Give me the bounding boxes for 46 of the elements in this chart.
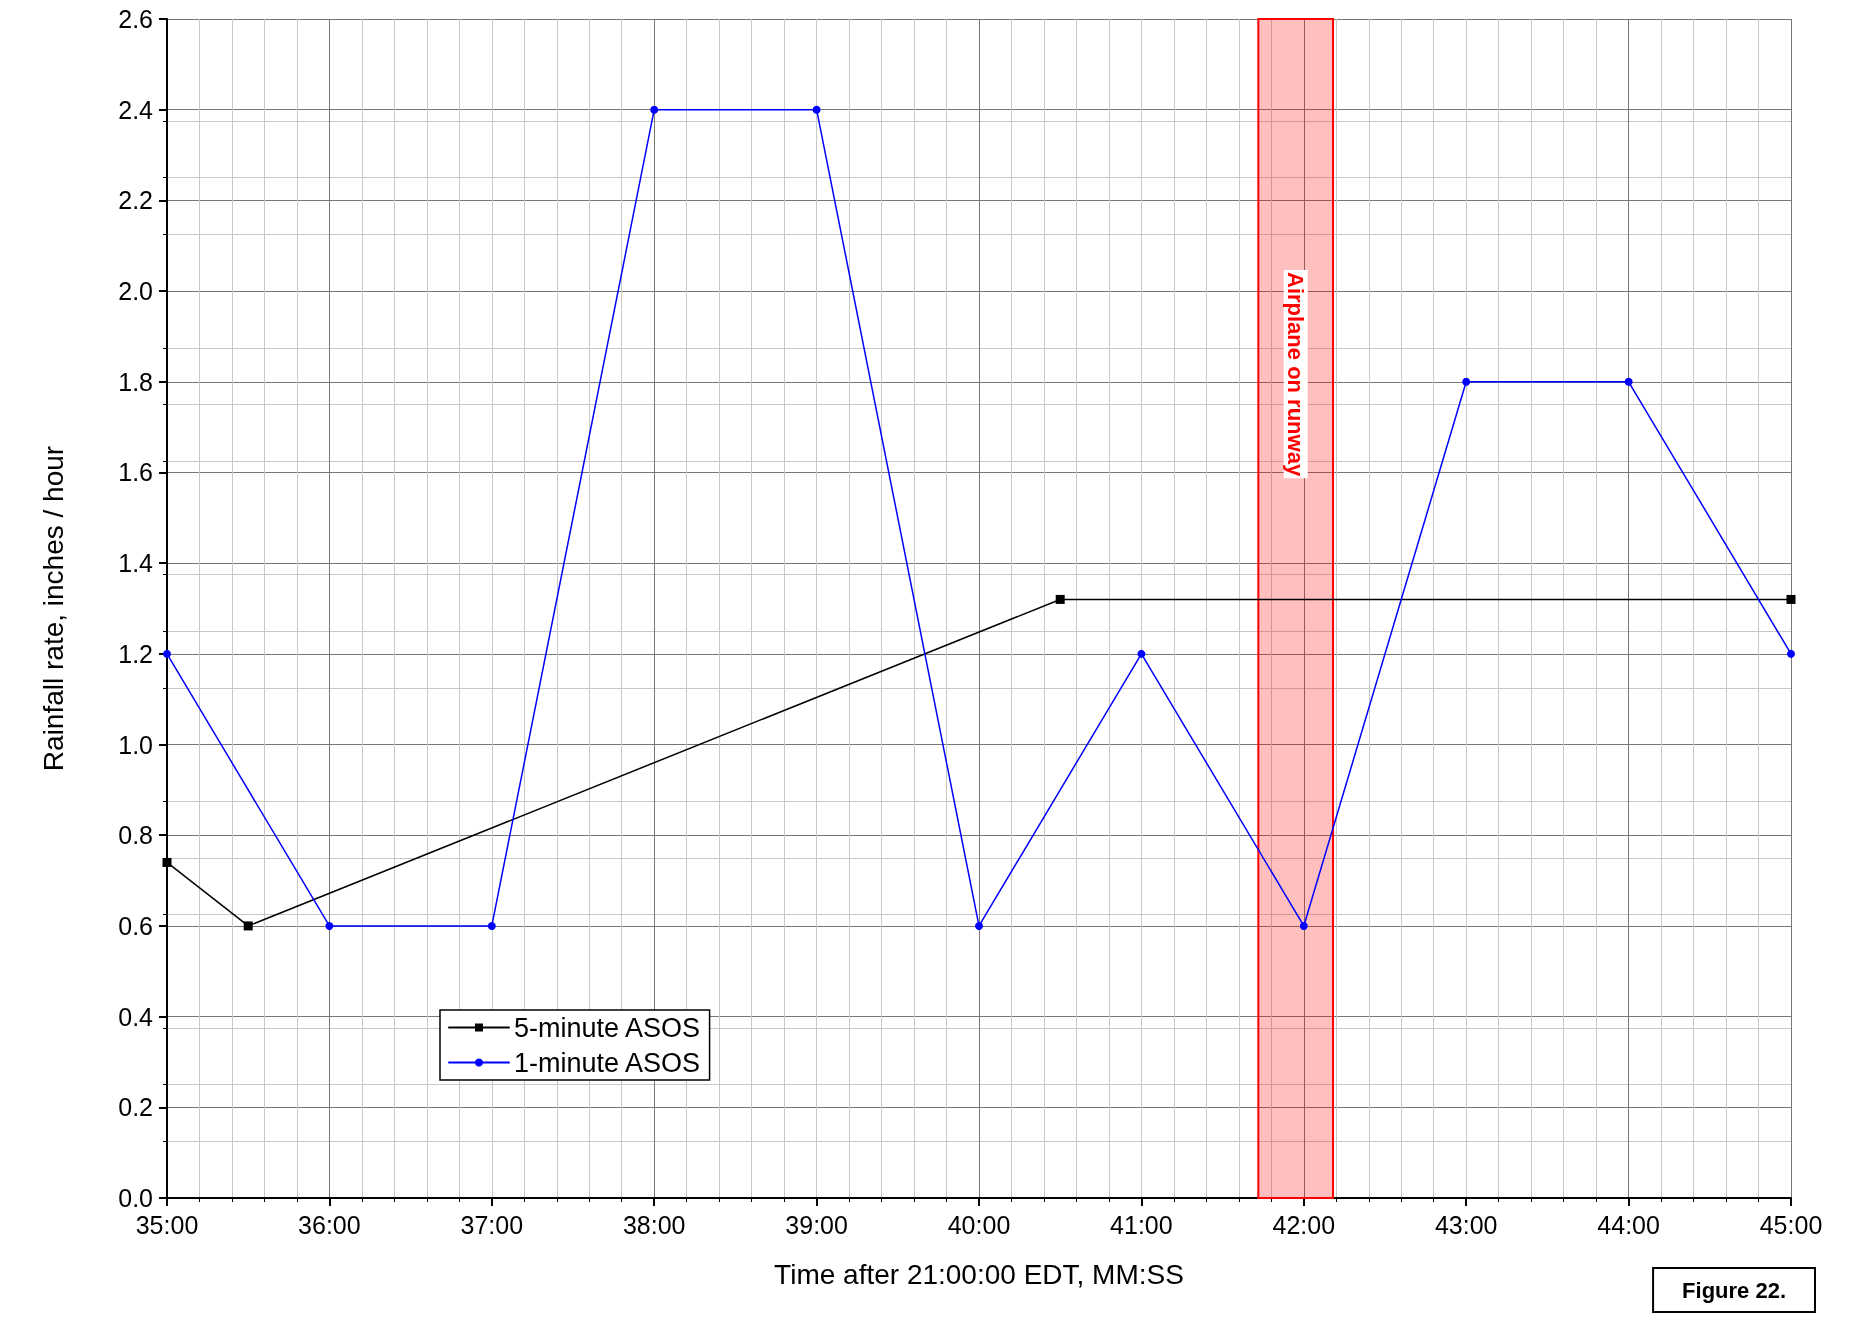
y-tick-label: 2.2 (118, 186, 153, 215)
y-tick-label: 2.0 (118, 277, 153, 306)
point (1137, 649, 1146, 658)
band-label: Airplane on runway (1283, 272, 1309, 477)
point (650, 105, 659, 114)
y-tick-label: 2.6 (118, 5, 153, 33)
y-tick-label: 0.6 (118, 911, 153, 940)
y-tick-label: 1.2 (118, 639, 153, 668)
y-axis-title: Rainfall rate, inches / hour (37, 445, 69, 772)
point (163, 649, 171, 658)
y-tick-label: 0.0 (118, 1184, 153, 1212)
point (812, 105, 821, 114)
point (1787, 649, 1795, 658)
x-tick-label: 40:00 (947, 1210, 1011, 1239)
x-tick-label: 39:00 (785, 1210, 848, 1239)
y-tick-label: 0.4 (118, 1002, 154, 1031)
point (1055, 594, 1065, 604)
x-axis-title: Time after 21:00:00 EDT, MM:SS (774, 1258, 1184, 1290)
x-tick-label: 38:00 (622, 1210, 686, 1239)
x-tick-label: 37:00 (460, 1210, 524, 1239)
point (243, 921, 253, 931)
point (162, 857, 172, 867)
point (1624, 377, 1633, 386)
point (325, 921, 334, 930)
y-tick-label: 1.8 (118, 367, 153, 396)
point (975, 921, 983, 930)
y-tick-label: 2.4 (118, 95, 154, 124)
y-tick-label: 1.6 (118, 458, 153, 487)
x-tick-label: 45:00 (1759, 1210, 1823, 1239)
y-tick-label: 1.4 (118, 549, 154, 578)
y-tick-label: 0.8 (118, 821, 153, 850)
x-tick-label: 42:00 (1272, 1210, 1336, 1239)
y-tick-label: 1.0 (118, 730, 153, 759)
point (1786, 594, 1796, 604)
caption: Figure 22. (1682, 1277, 1786, 1303)
point (487, 921, 496, 930)
x-tick-label: 36:00 (298, 1210, 361, 1239)
x-tick-label: 44:00 (1597, 1210, 1660, 1239)
x-tick-label: 41:00 (1110, 1210, 1173, 1239)
point (1462, 377, 1471, 386)
y-tick-label: 0.2 (118, 1093, 153, 1122)
x-tick-label: 35:00 (135, 1210, 199, 1239)
point (1299, 921, 1308, 930)
legend-label: 1-minute ASOS (514, 1047, 701, 1078)
legend-label: 5-minute ASOS (514, 1012, 701, 1043)
x-tick-label: 43:00 (1434, 1210, 1498, 1239)
